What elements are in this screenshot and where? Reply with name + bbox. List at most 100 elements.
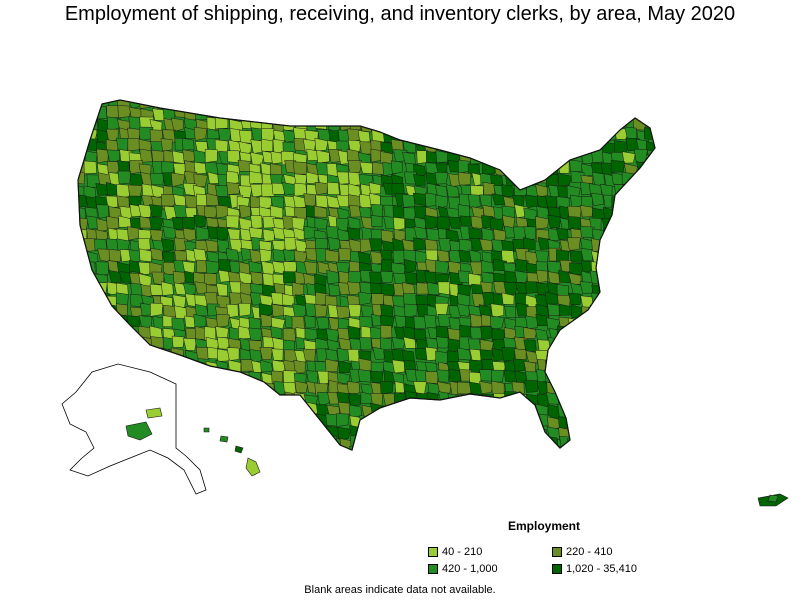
map-area-cell <box>514 270 528 283</box>
map-area-cell <box>346 128 362 143</box>
map-area-cell <box>105 195 119 208</box>
map-area-cell <box>446 128 461 143</box>
map-area-cell <box>612 328 626 343</box>
map-area-cell <box>328 283 341 296</box>
map-area-cell <box>590 193 604 206</box>
map-area-cell <box>78 106 88 120</box>
map-area-cell <box>82 304 96 317</box>
map-area-cell <box>427 437 441 450</box>
map-area-cell <box>643 358 655 372</box>
legend-label-1: 40 - 210 <box>442 546 483 558</box>
map-area-cell <box>645 317 655 332</box>
map-area-cell <box>567 404 583 417</box>
map-area-cell <box>523 445 538 450</box>
map-area-cell <box>525 315 539 329</box>
map-area-cell <box>490 100 504 108</box>
map-area-cell <box>491 380 505 395</box>
map-area-cell <box>226 424 240 439</box>
map-area-cell <box>601 106 614 119</box>
map-area-cell <box>205 239 219 252</box>
map-area-cell <box>526 414 541 428</box>
map-area-cell <box>172 271 188 285</box>
map-area-cell <box>478 405 492 419</box>
map-area-cell <box>272 425 284 439</box>
map-area-cell <box>624 349 638 363</box>
map-area-cell <box>504 425 518 440</box>
map-area-cell <box>489 129 503 142</box>
legend-item-1: 40 - 210 <box>428 545 552 559</box>
map-area-cell <box>601 339 616 353</box>
map-area-cell <box>282 249 297 263</box>
map-area-cell <box>457 449 471 450</box>
map-area-cell <box>479 380 494 394</box>
map-area-cell <box>327 236 341 251</box>
map-area-cell <box>149 216 164 231</box>
map-area-cell <box>304 449 318 450</box>
map-area-cell <box>592 380 606 394</box>
map-area-cell <box>283 236 299 251</box>
map-area-cell <box>526 129 539 143</box>
map-area-cell <box>195 100 208 108</box>
map-area-cell <box>283 437 298 450</box>
map-area-cell <box>247 425 263 440</box>
map-area-cell <box>436 129 450 143</box>
map-area-cell <box>238 390 253 404</box>
map-area-cell <box>195 383 210 398</box>
map-area-cell <box>78 281 84 296</box>
map-area-cell <box>370 100 386 108</box>
map-area-cell <box>567 216 581 231</box>
map-area-cell <box>514 424 529 439</box>
map-area-cell <box>238 100 251 107</box>
map-area-cell <box>78 360 88 375</box>
map-area-cell <box>424 117 439 131</box>
map-area-cell <box>403 258 417 274</box>
map-area-cell <box>347 216 361 231</box>
map-area-cell <box>458 425 471 440</box>
map-area-cell <box>657 119 669 133</box>
map-area-cell <box>424 100 438 111</box>
map-area-cell <box>478 434 493 448</box>
map-area-cell <box>78 141 87 155</box>
map-area-cell <box>250 380 264 394</box>
map-area-cell <box>632 261 647 274</box>
map-area-cell <box>392 250 406 264</box>
map-area-cell <box>216 314 230 328</box>
map-area-cell <box>580 225 595 238</box>
map-area-cell <box>379 380 394 395</box>
legend-label-2: 220 - 410 <box>566 546 613 558</box>
map-area-cell <box>226 347 240 361</box>
map-area-cell <box>534 129 549 145</box>
map-area-cell <box>314 116 328 130</box>
map-area-cell <box>251 100 266 112</box>
map-area-cell <box>547 303 561 317</box>
map-area-cell <box>436 404 451 418</box>
map-area-cell <box>337 426 352 441</box>
map-area-cell <box>78 328 88 342</box>
map-area-cell <box>391 449 405 450</box>
map-area-cell <box>359 337 372 351</box>
map-area-cell <box>590 347 603 363</box>
map-area-cell <box>645 392 655 406</box>
map-area-cell <box>558 338 572 352</box>
map-area-cell <box>635 304 649 318</box>
map-area-cell <box>513 435 527 450</box>
map-area-cell <box>314 181 328 196</box>
map-area-cell <box>622 402 637 418</box>
map-area-cell <box>107 161 120 174</box>
map-area-cell <box>116 238 131 252</box>
map-area-cell <box>621 357 636 371</box>
map-area-cell <box>547 271 561 284</box>
map-area-cell <box>633 350 647 363</box>
map-area-cell <box>643 414 655 429</box>
map-area-cell <box>647 150 655 165</box>
map-area-cell <box>393 216 406 231</box>
map-area-cell <box>326 181 340 195</box>
map-area-cell <box>515 106 529 118</box>
map-area-cell <box>106 338 120 352</box>
map-area-cell <box>580 414 593 429</box>
map-area-cell <box>656 426 668 439</box>
map-area-cell <box>501 292 515 305</box>
map-area-cell <box>635 100 650 109</box>
map-area-cell <box>491 149 505 164</box>
map-area-cell <box>567 237 581 251</box>
